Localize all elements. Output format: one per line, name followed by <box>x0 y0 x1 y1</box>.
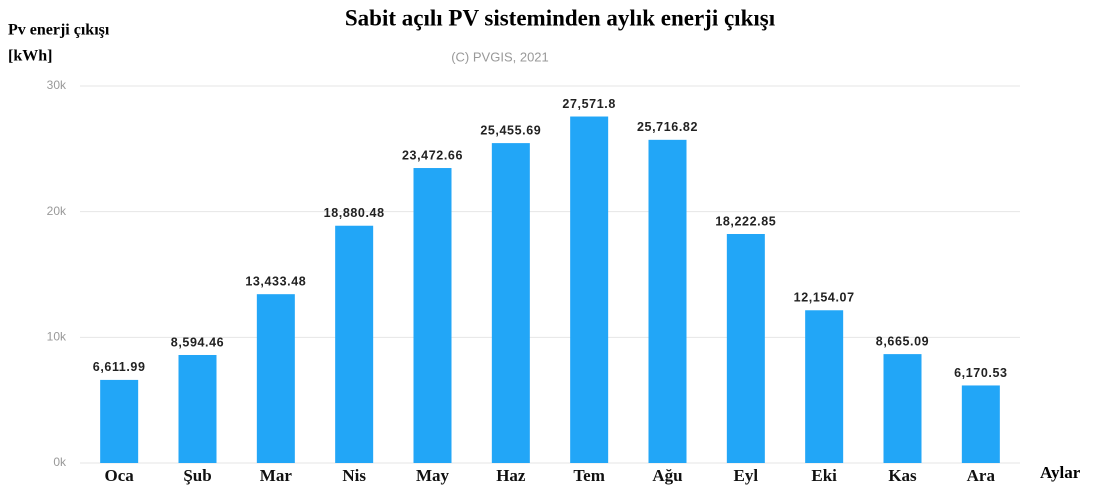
bar <box>413 168 452 463</box>
x-tick-label: May <box>416 466 450 485</box>
bar <box>726 233 765 463</box>
y-tick-label: 0k <box>53 455 67 469</box>
y-tick-label: 20k <box>47 204 67 218</box>
value-label: 25,716.82 <box>637 120 698 134</box>
chart-title: Sabit açılı PV sisteminden aylık enerji … <box>345 5 776 30</box>
value-label: 23,472.66 <box>402 148 463 162</box>
value-label: 27,571.8 <box>562 97 615 111</box>
bar <box>961 385 1000 463</box>
chart-subtitle: (C) PVGIS, 2021 <box>451 49 549 64</box>
x-tick-label: Nis <box>342 466 366 485</box>
x-tick-label: Kas <box>888 466 917 485</box>
bar <box>570 116 609 464</box>
value-label: 25,455.69 <box>480 123 541 137</box>
y-tick-label: 30k <box>47 78 67 92</box>
y-axis-label: Pv enerji çıkışı <box>8 22 110 39</box>
bar <box>100 379 139 463</box>
value-label: 6,611.99 <box>93 360 146 374</box>
bar <box>256 294 295 463</box>
x-tick-label: Tem <box>573 466 605 485</box>
x-tick-label: Ağu <box>652 466 682 485</box>
x-tick-label: Şub <box>183 466 211 485</box>
x-axis-label: Aylar <box>1040 463 1081 482</box>
x-tick-label: Eki <box>811 466 837 485</box>
value-label: 18,880.48 <box>324 206 385 220</box>
bar <box>178 354 217 463</box>
value-label: 8,665.09 <box>876 334 929 348</box>
x-tick-label: Eyl <box>734 466 759 485</box>
value-label: 13,433.48 <box>245 274 306 288</box>
x-tick-label: Mar <box>260 466 293 485</box>
y-axis-label: [kWh] <box>8 48 52 65</box>
y-tick-label: 10k <box>47 330 67 344</box>
bar <box>335 225 374 463</box>
value-label: 12,154.07 <box>794 291 855 305</box>
value-label: 18,222.85 <box>715 214 776 228</box>
bar <box>805 310 844 463</box>
bar <box>491 143 530 464</box>
x-tick-label: Haz <box>496 466 526 485</box>
x-tick-label: Oca <box>105 466 135 485</box>
x-tick-label: Ara <box>967 466 996 485</box>
value-label: 6,170.53 <box>954 366 1007 380</box>
bar <box>883 354 922 463</box>
value-label: 8,594.46 <box>171 335 224 349</box>
bar <box>648 139 687 463</box>
